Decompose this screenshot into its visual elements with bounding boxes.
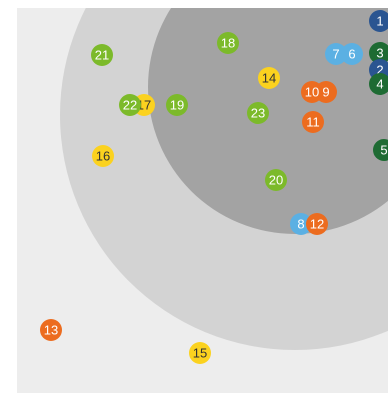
marker-10-dot bbox=[301, 81, 323, 103]
marker-22-dot bbox=[119, 94, 141, 116]
marker-5-dot bbox=[373, 139, 388, 161]
marker-8: 8 bbox=[290, 213, 312, 235]
marker-4-label: 4 bbox=[376, 77, 383, 92]
marker-3-dot bbox=[369, 42, 388, 64]
marker-21: 21 bbox=[91, 44, 113, 66]
marker-7-dot bbox=[325, 43, 347, 65]
marker-9-label: 9 bbox=[322, 85, 329, 100]
marker-12-dot bbox=[306, 213, 328, 235]
marker-23-dot bbox=[247, 102, 269, 124]
marker-4: 4 bbox=[369, 73, 388, 95]
marker-13-label: 13 bbox=[44, 323, 58, 338]
marker-7: 7 bbox=[325, 43, 347, 65]
marker-14-dot bbox=[258, 67, 280, 89]
marker-8-label: 8 bbox=[297, 217, 304, 232]
marker-6: 6 bbox=[341, 43, 363, 65]
marker-21-label: 21 bbox=[95, 48, 109, 63]
marker-18: 18 bbox=[217, 32, 239, 54]
marker-16-dot bbox=[92, 145, 114, 167]
marker-8-dot bbox=[290, 213, 312, 235]
marker-1-dot bbox=[369, 10, 388, 32]
marker-3-label: 3 bbox=[376, 46, 383, 61]
marker-3: 3 bbox=[369, 42, 388, 64]
marker-23: 23 bbox=[247, 102, 269, 124]
marker-11: 11 bbox=[302, 111, 324, 133]
marker-22: 22 bbox=[119, 94, 141, 116]
marker-23-label: 23 bbox=[251, 106, 265, 121]
marker-12-label: 12 bbox=[310, 217, 324, 232]
marker-19-dot bbox=[166, 94, 188, 116]
marker-14: 14 bbox=[258, 67, 280, 89]
marker-18-dot bbox=[217, 32, 239, 54]
marker-11-dot bbox=[302, 111, 324, 133]
marker-16: 16 bbox=[92, 145, 114, 167]
marker-20: 20 bbox=[265, 169, 287, 191]
marker-6-label: 6 bbox=[348, 47, 355, 62]
marker-16-label: 16 bbox=[96, 149, 110, 164]
marker-15: 15 bbox=[189, 342, 211, 364]
marker-15-dot bbox=[189, 342, 211, 364]
marker-14-label: 14 bbox=[262, 71, 276, 86]
marker-19-label: 19 bbox=[170, 98, 184, 113]
marker-21-dot bbox=[91, 44, 113, 66]
marker-15-label: 15 bbox=[193, 346, 207, 361]
marker-13: 13 bbox=[40, 319, 62, 341]
inner-ring bbox=[148, 8, 388, 234]
marker-20-label: 20 bbox=[269, 173, 283, 188]
marker-18-label: 18 bbox=[221, 36, 235, 51]
marker-17-label: 17 bbox=[137, 98, 151, 113]
marker-6-dot bbox=[341, 43, 363, 65]
marker-10: 10 bbox=[301, 81, 323, 103]
marker-1: 1 bbox=[369, 10, 388, 32]
marker-2-label: 2 bbox=[376, 63, 383, 78]
marker-10-label: 10 bbox=[305, 85, 319, 100]
marker-5: 5 bbox=[373, 139, 388, 161]
marker-22-label: 22 bbox=[123, 98, 137, 113]
marker-19: 19 bbox=[166, 94, 188, 116]
marker-1-label: 1 bbox=[376, 14, 383, 29]
marker-12: 12 bbox=[306, 213, 328, 235]
marker-11-label: 11 bbox=[306, 115, 320, 130]
marker-7-label: 7 bbox=[332, 47, 339, 62]
marker-5-label: 5 bbox=[380, 143, 387, 158]
marker-20-dot bbox=[265, 169, 287, 191]
marker-13-dot bbox=[40, 319, 62, 341]
marker-4-dot bbox=[369, 73, 388, 95]
